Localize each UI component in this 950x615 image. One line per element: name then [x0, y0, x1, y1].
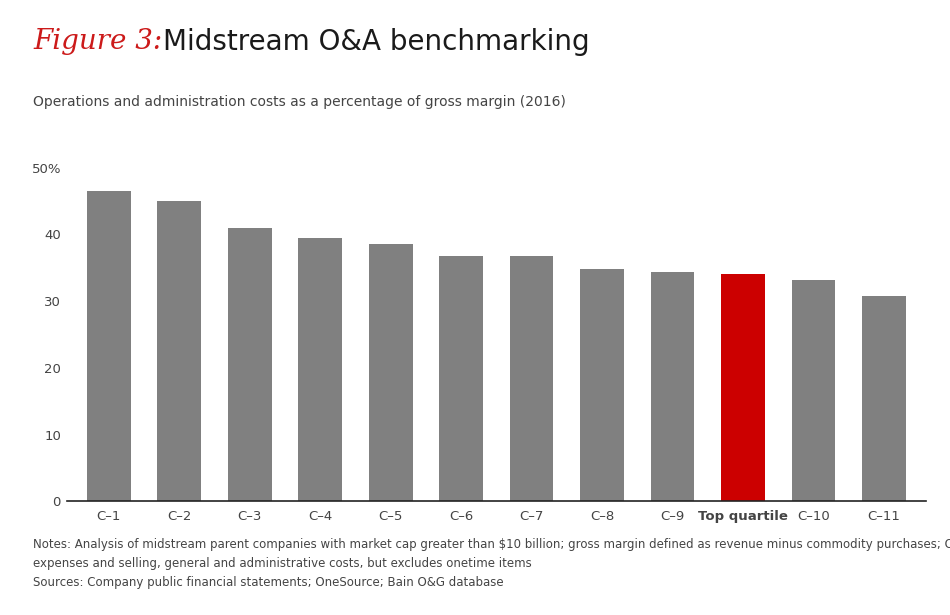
Bar — [510, 256, 554, 501]
Bar — [369, 244, 412, 501]
Bar — [298, 237, 342, 501]
Bar — [158, 201, 201, 501]
Bar — [791, 280, 835, 501]
Bar — [721, 274, 765, 501]
Text: Operations and administration costs as a percentage of gross margin (2016): Operations and administration costs as a… — [33, 95, 566, 109]
Text: Figure 3:: Figure 3: — [33, 28, 162, 55]
Text: Notes: Analysis of midstream parent companies with market cap greater than $10 b: Notes: Analysis of midstream parent comp… — [33, 538, 950, 589]
Text: Midstream O&A benchmarking: Midstream O&A benchmarking — [163, 28, 590, 56]
Bar — [439, 256, 483, 501]
Bar — [580, 269, 624, 501]
Bar — [862, 296, 905, 501]
Bar — [651, 272, 694, 501]
Bar — [228, 228, 272, 501]
Bar — [87, 191, 131, 501]
